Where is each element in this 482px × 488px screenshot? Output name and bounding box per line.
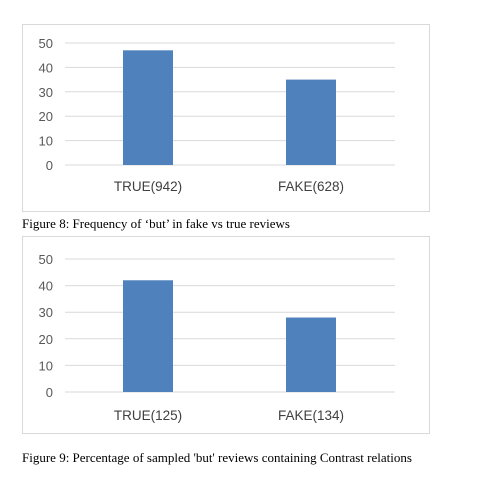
- bar-true-942: [123, 50, 173, 165]
- chart-frame-fig8: 0 10 20 30 40 50 TRUE(942) FAKE(628): [22, 24, 430, 212]
- y-tick-label: 40: [39, 60, 53, 75]
- y-tick-label: 50: [39, 252, 53, 267]
- chart-frame-fig9: 0 10 20 30 40 50 TRUE(125) FAKE(134): [22, 236, 430, 434]
- figure-caption-fig8: Figure 8: Frequency of ‘but’ in fake vs …: [22, 216, 290, 231]
- x-category-label: TRUE(942): [114, 179, 182, 194]
- y-tick-label: 50: [39, 36, 53, 51]
- x-category-label: FAKE(134): [278, 408, 344, 423]
- y-tick-label: 10: [39, 134, 53, 149]
- bar-fake-628: [286, 79, 336, 165]
- bar-fake-134: [286, 317, 336, 392]
- y-tick-label: 30: [39, 305, 53, 320]
- y-tick-label: 20: [39, 332, 53, 347]
- bar-chart-fig8: 0 10 20 30 40 50 TRUE(942) FAKE(628): [39, 36, 395, 194]
- figure-caption-fig9: Figure 9: Percentage of sampled 'but' re…: [22, 450, 412, 465]
- y-tick-label: 30: [39, 85, 53, 100]
- y-tick-label: 0: [46, 158, 53, 173]
- y-tick-label: 0: [46, 385, 53, 400]
- x-category-label: FAKE(628): [278, 179, 344, 194]
- y-tick-label: 40: [39, 279, 53, 294]
- y-tick-label: 10: [39, 358, 53, 373]
- x-category-label: TRUE(125): [114, 408, 182, 423]
- bar-chart-fig9: 0 10 20 30 40 50 TRUE(125) FAKE(134): [39, 252, 395, 423]
- y-tick-label: 20: [39, 109, 53, 124]
- bar-true-125: [123, 280, 173, 392]
